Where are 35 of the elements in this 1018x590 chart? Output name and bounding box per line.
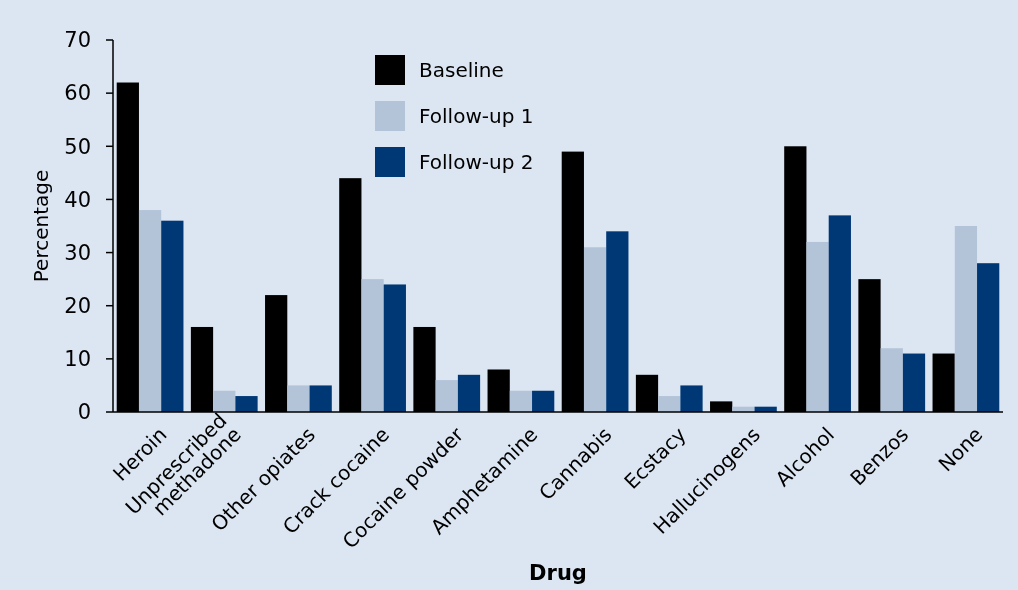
y-tick-label: 70 [64, 28, 91, 53]
bar [806, 241, 829, 412]
y-tick-label: 40 [64, 187, 91, 212]
bar [532, 390, 555, 412]
bar [435, 380, 458, 412]
y-tick-label: 0 [77, 400, 91, 425]
bar [828, 215, 851, 412]
y-tick-label: 50 [64, 134, 91, 159]
legend-label: Follow-up 2 [419, 150, 534, 174]
bar [213, 390, 236, 412]
bar [509, 390, 533, 412]
bar [658, 396, 681, 412]
legend-label: Baseline [419, 58, 504, 82]
bar [161, 220, 184, 412]
bar [138, 210, 162, 412]
bar [583, 247, 607, 412]
bar [457, 374, 481, 412]
y-tick-label: 60 [64, 81, 91, 106]
bar [902, 353, 926, 412]
bar [977, 263, 1000, 412]
y-tick-label: 30 [64, 240, 91, 265]
y-tick-label: 20 [64, 294, 91, 319]
bar [361, 279, 384, 412]
bar [287, 385, 310, 412]
bar [235, 396, 258, 412]
x-axis-title: Drug [529, 561, 587, 585]
y-axis-title: Percentage [29, 169, 53, 283]
bar [383, 284, 406, 412]
bar [606, 231, 629, 412]
legend-label: Follow-up 1 [419, 104, 534, 128]
y-tick-label: 10 [64, 347, 91, 372]
bar [680, 385, 703, 412]
bar [880, 348, 903, 412]
bar [309, 385, 332, 412]
bar [954, 226, 978, 412]
